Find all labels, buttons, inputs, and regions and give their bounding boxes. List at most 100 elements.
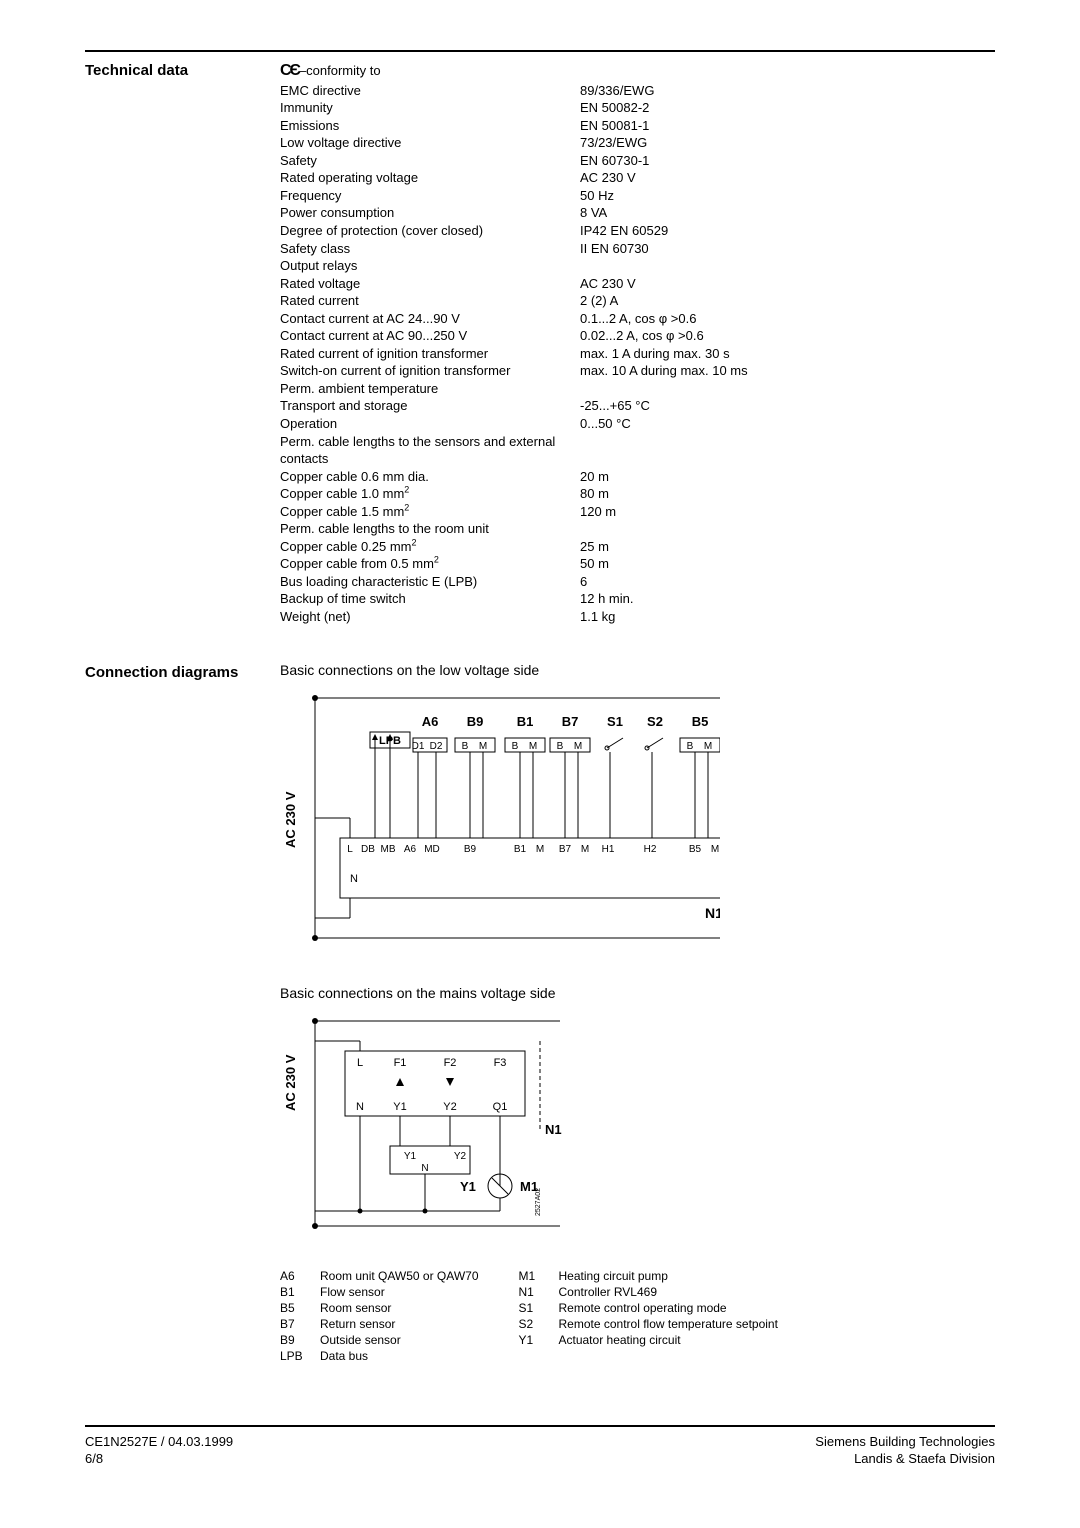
legend-key: B5 <box>280 1300 320 1316</box>
svg-text:M: M <box>529 741 537 752</box>
legend-row: B1Flow sensor <box>280 1284 479 1300</box>
diagram2-heading: Basic connections on the mains voltage s… <box>280 985 995 1001</box>
legend-row: M1Heating circuit pump <box>519 1268 778 1284</box>
svg-text:M: M <box>581 844 589 855</box>
svg-text:Q1: Q1 <box>493 1101 508 1113</box>
svg-text:B5: B5 <box>692 714 709 729</box>
legend-row: S1Remote control operating mode <box>519 1300 778 1316</box>
tech-row: Bus loading characteristic E (LPB)6 <box>280 573 995 591</box>
legend-value: Controller RVL469 <box>559 1284 658 1300</box>
svg-text:B5: B5 <box>689 844 702 855</box>
tech-value: max. 10 A during max. 10 ms <box>580 362 995 380</box>
svg-text:F2: F2 <box>444 1057 457 1069</box>
tech-label: Backup of time switch <box>280 590 580 608</box>
tech-value: EN 50081-1 <box>580 117 995 135</box>
tech-label: Immunity <box>280 99 580 117</box>
svg-text:M: M <box>536 844 544 855</box>
tech-value: 0...50 °C <box>580 415 995 433</box>
tech-row: Power consumption8 VA <box>280 204 995 222</box>
diagram2-svg: AC 230 VLF1F2F3NY1Y2Q1N1Y1Y2NY1M12527A02 <box>280 1011 580 1241</box>
legend-value: Return sensor <box>320 1316 395 1332</box>
legend-value: Remote control operating mode <box>559 1300 727 1316</box>
svg-text:M: M <box>704 741 712 752</box>
legend-row: A6Room unit QAW50 or QAW70 <box>280 1268 479 1284</box>
legend-row: LPBData bus <box>280 1348 479 1364</box>
tech-value <box>580 257 995 275</box>
tech-label: Switch-on current of ignition transforme… <box>280 362 580 380</box>
svg-text:B: B <box>462 741 469 752</box>
connection-diagrams-section: Connection diagrams Basic connections on… <box>85 662 995 1365</box>
tech-row: Safety classII EN 60730 <box>280 240 995 258</box>
connection-diagrams-title: Connection diagrams <box>85 662 280 681</box>
tech-row: Copper cable 1.5 mm2120 m <box>280 503 995 521</box>
legend-value: Actuator heating circuit <box>559 1332 681 1348</box>
tech-label: Low voltage directive <box>280 134 580 152</box>
svg-text:F3: F3 <box>494 1057 507 1069</box>
legend-row: S2Remote control flow temperature setpoi… <box>519 1316 778 1332</box>
tech-row: Contact current at AC 24...90 V0.1...2 A… <box>280 310 995 328</box>
tech-label: Frequency <box>280 187 580 205</box>
svg-text:L: L <box>347 844 353 855</box>
tech-label: CЄ–conformity to <box>280 60 580 82</box>
tech-value: 0.02...2 A, cos φ >0.6 <box>580 327 995 345</box>
tech-row: Perm. cable lengths to the room unit <box>280 520 995 538</box>
legend-value: Outside sensor <box>320 1332 401 1348</box>
connection-diagrams-body: Basic connections on the low voltage sid… <box>280 662 995 1365</box>
svg-text:Y1: Y1 <box>404 1151 417 1162</box>
tech-value: IP42 EN 60529 <box>580 222 995 240</box>
tech-row: Backup of time switch12 h min. <box>280 590 995 608</box>
tech-label: Safety <box>280 152 580 170</box>
footer-right1: Siemens Building Technologies <box>815 1433 995 1451</box>
svg-text:M: M <box>711 844 719 855</box>
svg-text:H1: H1 <box>602 844 615 855</box>
tech-value: 89/336/EWG <box>580 82 995 100</box>
tech-value: 6 <box>580 573 995 591</box>
svg-text:AC 230 V: AC 230 V <box>283 791 298 848</box>
tech-label: EMC directive <box>280 82 580 100</box>
legend-row: Y1Actuator heating circuit <box>519 1332 778 1348</box>
svg-text:2527A02: 2527A02 <box>535 1187 542 1215</box>
tech-value: AC 230 V <box>580 169 995 187</box>
legend-key: B7 <box>280 1316 320 1332</box>
tech-label: Copper cable 1.0 mm2 <box>280 485 580 503</box>
tech-label: Perm. cable lengths to the sensors and e… <box>280 433 580 468</box>
svg-text:B9: B9 <box>467 714 484 729</box>
svg-text:B1: B1 <box>514 844 527 855</box>
svg-text:L: L <box>357 1057 363 1069</box>
diagram1-heading: Basic connections on the low voltage sid… <box>280 662 995 678</box>
legend-row: B5Room sensor <box>280 1300 479 1316</box>
tech-row: Contact current at AC 90...250 V0.02...2… <box>280 327 995 345</box>
tech-row: CЄ–conformity to <box>280 60 995 82</box>
tech-row: EmissionsEN 50081-1 <box>280 117 995 135</box>
footer-rule <box>85 1425 995 1427</box>
tech-row: ImmunityEN 50082-2 <box>280 99 995 117</box>
tech-value <box>580 433 995 468</box>
tech-row: Rated current2 (2) A <box>280 292 995 310</box>
svg-text:B: B <box>687 741 694 752</box>
legend-key: B9 <box>280 1332 320 1348</box>
tech-value: 1.1 kg <box>580 608 995 626</box>
legend-value: Data bus <box>320 1348 368 1364</box>
tech-row: Switch-on current of ignition transforme… <box>280 362 995 380</box>
svg-text:B: B <box>512 741 519 752</box>
tech-value: 80 m <box>580 485 995 503</box>
tech-label: Degree of protection (cover closed) <box>280 222 580 240</box>
legend-value: Room unit QAW50 or QAW70 <box>320 1268 479 1284</box>
svg-text:D2: D2 <box>430 741 443 752</box>
tech-label: Operation <box>280 415 580 433</box>
svg-text:MB: MB <box>381 844 396 855</box>
tech-value: 2 (2) A <box>580 292 995 310</box>
tech-value <box>580 60 995 82</box>
legend-value: Room sensor <box>320 1300 391 1316</box>
tech-row: Copper cable from 0.5 mm250 m <box>280 555 995 573</box>
diagram1-svg: AC 230 VA6B9B1B7S1S2B5LPBD1D2BMBMBMBMLDB… <box>280 688 720 958</box>
footer-left1: CE1N2527E / 04.03.1999 <box>85 1433 233 1451</box>
diagram1-wrap: AC 230 VA6B9B1B7S1S2B5LPBD1D2BMBMBMBMLDB… <box>280 688 995 961</box>
tech-row: Operation0...50 °C <box>280 415 995 433</box>
tech-value: 120 m <box>580 503 995 521</box>
svg-text:B7: B7 <box>562 714 579 729</box>
svg-text:N1: N1 <box>705 905 720 921</box>
tech-value: 50 Hz <box>580 187 995 205</box>
svg-text:N: N <box>350 873 358 885</box>
svg-text:D1: D1 <box>412 741 425 752</box>
